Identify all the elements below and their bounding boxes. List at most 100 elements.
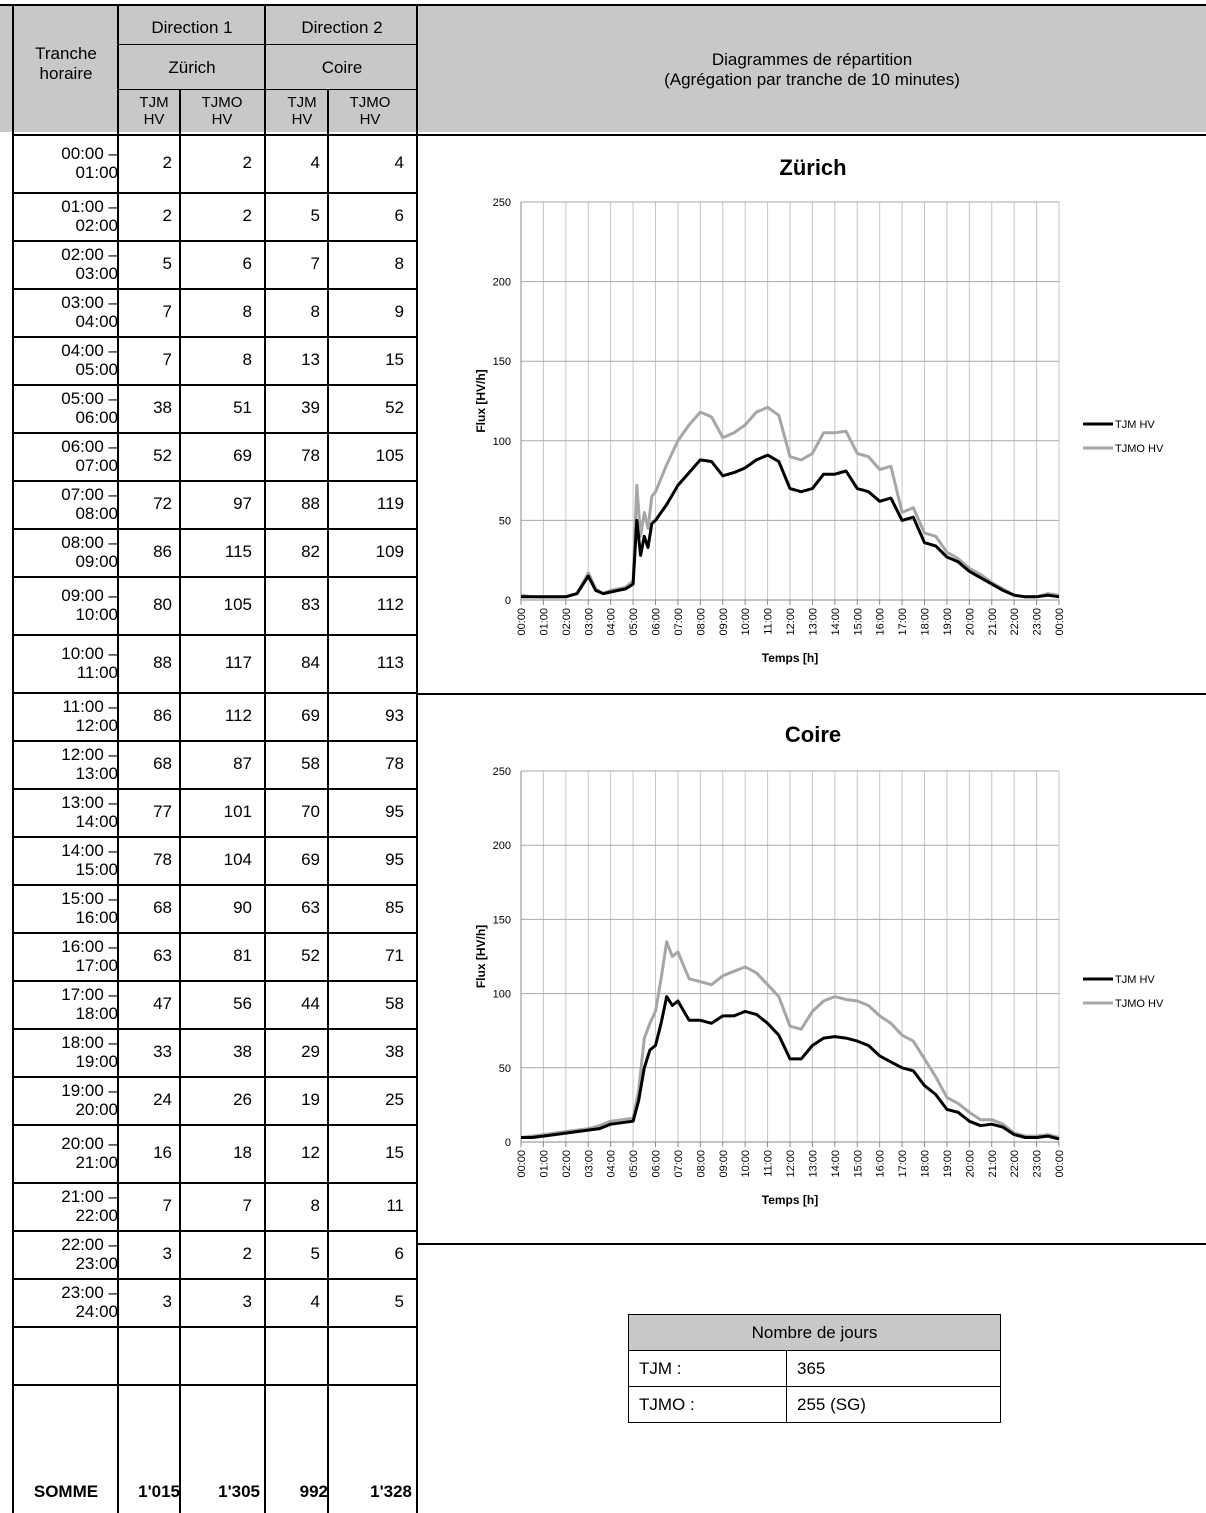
days-table: Nombre de jours TJM : 365 TJMO : 255 (SG…	[628, 1314, 1001, 1423]
x-tick-label: 08:00	[695, 608, 707, 636]
cell-z-tjm: 2	[162, 206, 172, 225]
x-tick-label: 13:00	[807, 608, 819, 636]
time-slot-start: 22:00 –	[61, 1235, 118, 1254]
time-slot-end: 12:00	[75, 716, 118, 735]
series-line-tjmo-hv	[520, 940, 1060, 1139]
x-tick-label: 13:00	[807, 1150, 819, 1178]
cell-c-tjmo: 15	[385, 350, 404, 369]
col-border-z1	[179, 90, 181, 1513]
time-slot-end: 20:00	[75, 1100, 118, 1119]
col-border-right	[416, 4, 418, 1513]
legend-entry: TJMO HV	[1115, 998, 1164, 1010]
cell-c-tjmo: 95	[385, 850, 404, 869]
row-line	[12, 788, 418, 790]
cell-z-tjm: 16	[153, 1143, 172, 1162]
row-line	[12, 1028, 418, 1030]
cell-c-tjmo: 9	[394, 302, 404, 321]
cell-c-tjm: 69	[301, 850, 320, 869]
time-slot-start: 03:00 –	[61, 293, 118, 312]
cell-c-tjm: 29	[301, 1042, 320, 1061]
cell-z-tjmo: 104	[223, 850, 252, 869]
y-tick-label: 50	[499, 1063, 511, 1075]
cell-c-tjmo: 71	[385, 946, 404, 965]
cell-z-tjmo: 7	[242, 1196, 252, 1215]
cell-c-tjm: 4	[310, 153, 320, 172]
time-slot-end: 03:00	[75, 264, 118, 283]
cell-c-tjmo: 78	[385, 754, 404, 773]
cell-c-tjm: 4	[310, 1292, 320, 1311]
x-tick-label: 03:00	[583, 608, 595, 636]
row-line	[12, 1230, 418, 1232]
cell-z-tjmo: 51	[233, 398, 252, 417]
cell-c-tjmo: 119	[376, 494, 404, 513]
x-tick-label: 06:00	[651, 1150, 663, 1178]
cell-c-tjmo: 38	[385, 1042, 404, 1061]
chart-separator-2	[418, 1243, 1206, 1245]
cell-c-tjmo: 52	[385, 398, 404, 417]
sum-z-tjmo: 1'305	[218, 1482, 260, 1501]
x-tick-label: 17:00	[897, 1150, 909, 1178]
cell-c-tjm: 5	[310, 206, 320, 225]
cell-c-tjm: 63	[301, 898, 320, 917]
cell-c-tjmo: 93	[385, 706, 404, 725]
x-tick-label: 00:00	[516, 1150, 528, 1178]
x-tick-label: 21:00	[987, 608, 999, 636]
cell-z-tjm: 3	[162, 1292, 172, 1311]
time-slot-end: 01:00	[75, 163, 118, 182]
x-tick-label: 10:00	[740, 608, 752, 636]
y-tick-label: 200	[493, 840, 511, 852]
time-slot-end: 05:00	[75, 360, 118, 379]
col-border-time	[117, 4, 119, 1513]
row-line	[12, 240, 418, 242]
time-slot-end: 06:00	[75, 408, 118, 427]
cell-z-tjmo: 3	[242, 1292, 252, 1311]
x-tick-label: 12:00	[785, 608, 797, 636]
x-tick-label: 05:00	[628, 1150, 640, 1178]
time-slot-end: 09:00	[75, 552, 118, 571]
cell-c-tjmo: 95	[385, 802, 404, 821]
x-axis-label: Temps [h]	[762, 651, 818, 665]
row-line	[12, 480, 418, 482]
cell-c-tjmo: 25	[385, 1090, 404, 1109]
cell-c-tjm: 12	[301, 1143, 320, 1162]
x-tick-label: 14:00	[830, 608, 842, 636]
x-tick-label: 03:00	[583, 1150, 595, 1178]
time-slot-start: 21:00 –	[61, 1187, 118, 1206]
cell-c-tjmo: 113	[376, 653, 404, 672]
time-slot-end: 15:00	[75, 860, 118, 879]
cell-c-tjm: 5	[310, 1244, 320, 1263]
cell-z-tjmo: 56	[233, 994, 252, 1013]
time-slot-end: 14:00	[75, 812, 118, 831]
cell-z-tjmo: 112	[224, 706, 252, 725]
row-line	[12, 576, 418, 578]
y-axis-label: Flux [HV/h]	[474, 925, 488, 988]
time-slot-start: 01:00 –	[61, 197, 118, 216]
cell-z-tjmo: 101	[223, 802, 252, 821]
cell-z-tjmo: 2	[242, 153, 252, 172]
time-slot-end: 04:00	[75, 312, 118, 331]
header-bottom-line	[12, 134, 1206, 136]
time-slot-end: 11:00	[76, 663, 118, 682]
row-line	[12, 288, 418, 290]
time-slot-end: 08:00	[75, 504, 118, 523]
cell-z-tjm: 24	[153, 1090, 172, 1109]
cell-c-tjmo: 105	[375, 446, 404, 465]
row-line	[12, 634, 418, 636]
row-line	[12, 1326, 418, 1328]
time-slot-start: 02:00 –	[61, 245, 118, 264]
x-tick-label: 02:00	[561, 608, 573, 636]
time-slot-end: 02:00	[75, 216, 118, 235]
row-line	[12, 528, 418, 530]
header-z-tjm: TJM HV	[139, 94, 169, 128]
cell-z-tjm: 52	[153, 446, 172, 465]
time-slot-start: 23:00 –	[61, 1283, 118, 1302]
table-top-border	[0, 4, 1206, 6]
time-slot-end: 17:00	[75, 956, 118, 975]
x-tick-label: 20:00	[964, 608, 976, 636]
cell-z-tjmo: 8	[242, 302, 252, 321]
x-tick-label: 06:00	[651, 608, 663, 636]
row-line	[12, 336, 418, 338]
time-slot-start: 12:00 –	[61, 745, 118, 764]
cell-z-tjm: 72	[153, 494, 172, 513]
series-line-tjmo-hv	[520, 405, 1060, 599]
